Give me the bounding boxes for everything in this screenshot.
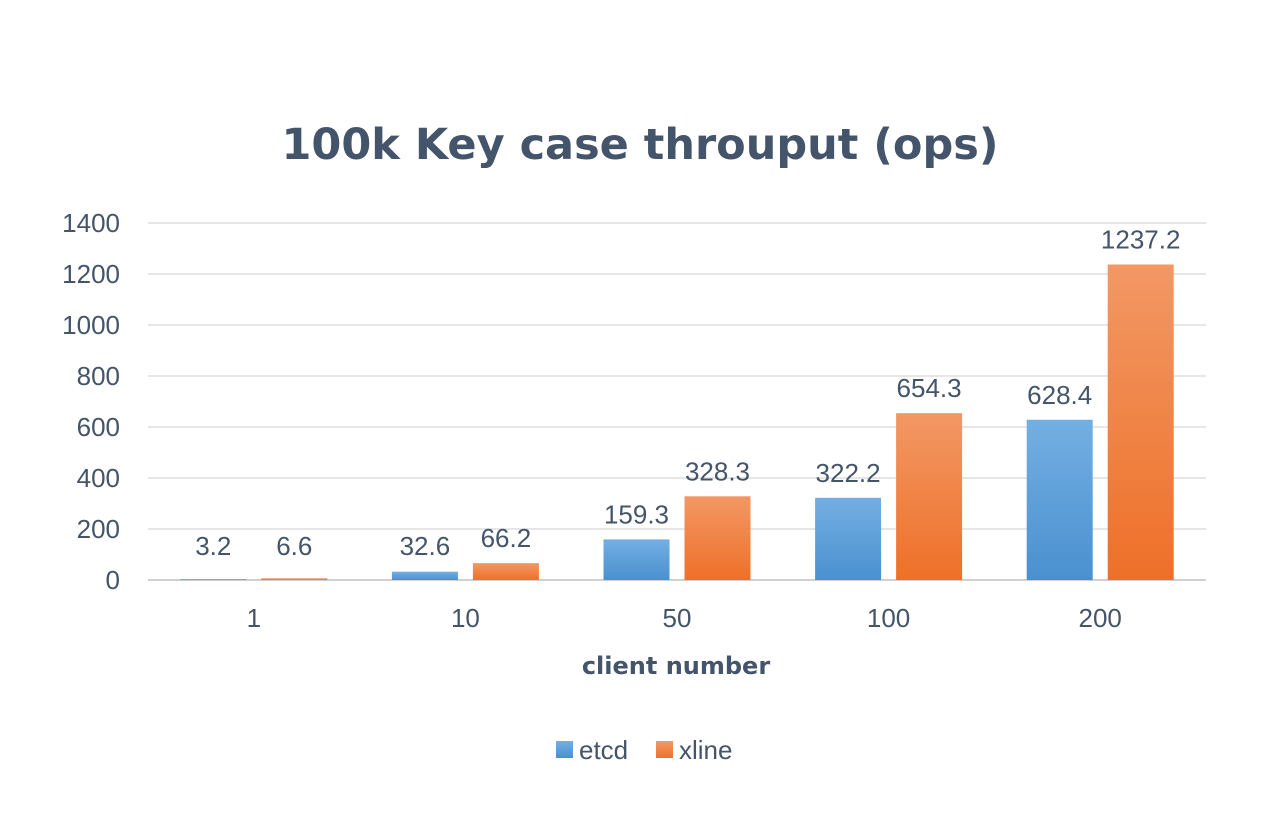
y-tick-label: 400 — [77, 463, 120, 493]
y-tick-label: 800 — [77, 361, 120, 391]
bar-etcd — [1026, 419, 1093, 580]
bar-xline — [472, 563, 539, 580]
data-labels: 3.2 6.6 32.6 66.2 159.3 328.3 322.2 654.3 628.4 1… — [195, 225, 1180, 561]
legend: etcd xline — [556, 735, 732, 765]
bar-xline — [896, 413, 963, 580]
legend-label-etcd: etcd — [579, 735, 628, 765]
y-tick-label: 0 — [106, 565, 120, 595]
bar-xline — [1107, 264, 1174, 580]
y-tick-label: 1400 — [62, 208, 120, 238]
x-tick-label: 1 — [247, 603, 261, 633]
x-tick-label: 10 — [451, 603, 480, 633]
data-label-etcd: 628.4 — [1027, 380, 1092, 410]
data-label-xline: 654.3 — [897, 373, 962, 403]
legend-swatch-etcd — [556, 741, 573, 758]
bar-etcd — [815, 497, 882, 580]
data-label-etcd: 32.6 — [400, 531, 451, 561]
x-tick-label: 100 — [867, 603, 910, 633]
legend-label-xline: xline — [679, 735, 732, 765]
data-label-etcd: 3.2 — [195, 531, 231, 561]
y-tick-label: 1000 — [62, 310, 120, 340]
data-label-xline: 6.6 — [276, 531, 312, 561]
y-tick-label: 200 — [77, 514, 120, 544]
y-tick-label: 600 — [77, 412, 120, 442]
bar-etcd — [391, 571, 458, 580]
data-label-xline: 66.2 — [481, 523, 532, 553]
x-tick-label: 200 — [1079, 603, 1122, 633]
x-axis-title: client number — [582, 652, 771, 680]
y-axis-ticks: 0 200 400 600 800 1000 1200 1400 — [62, 208, 120, 595]
legend-swatch-xline — [656, 741, 673, 758]
y-tick-label: 1200 — [62, 259, 120, 289]
data-label-etcd: 322.2 — [816, 458, 881, 488]
bar-xline — [261, 578, 328, 580]
data-label-xline: 328.3 — [685, 456, 750, 486]
data-label-xline: 1237.2 — [1101, 225, 1181, 255]
bar-etcd — [180, 579, 247, 580]
bar-xline — [684, 496, 751, 580]
x-axis-ticks: 1 10 50 100 200 — [247, 603, 1122, 633]
data-label-etcd: 159.3 — [604, 499, 669, 529]
bars — [180, 264, 1174, 580]
bar-etcd — [603, 539, 670, 580]
x-tick-label: 50 — [663, 603, 692, 633]
chart-title: 100k Key case throuput (ops) — [281, 120, 999, 170]
